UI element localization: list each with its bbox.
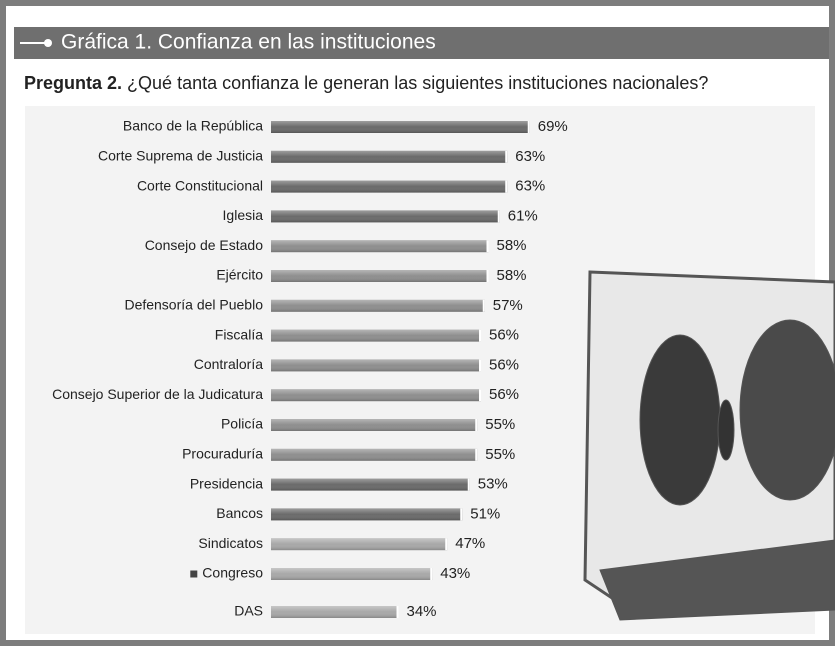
subtitle: Pregunta 2. ¿Qué tanta confianza le gene… — [24, 73, 708, 93]
value-label: 53% — [478, 476, 508, 493]
bar-end — [483, 300, 485, 312]
bar-end — [475, 419, 477, 431]
value-label: 69% — [538, 118, 568, 135]
bar-shine — [271, 389, 481, 401]
bar-end — [487, 240, 489, 252]
bar-shine — [271, 300, 485, 312]
page: Gráfica 1. Confianza en las institucione… — [0, 0, 835, 651]
sketch-shape — [640, 335, 720, 505]
category-label: Defensoría del Pueblo — [124, 297, 263, 313]
category-label: Ejército — [216, 267, 263, 283]
value-label: 61% — [508, 207, 538, 224]
category-label: Consejo de Estado — [145, 237, 264, 253]
bar-end — [397, 606, 399, 618]
value-label: 63% — [515, 178, 545, 195]
value-label: 55% — [485, 416, 515, 433]
value-label: 47% — [455, 535, 485, 552]
subtitle-text: ¿Qué tanta confianza le generan las sigu… — [127, 73, 708, 93]
category-label: Corte Suprema de Justicia — [98, 148, 263, 164]
bar-shine — [271, 210, 500, 222]
bar-end — [445, 538, 447, 550]
bar-shine — [271, 508, 462, 520]
category-label: Iglesia — [223, 207, 264, 223]
value-label: 58% — [497, 237, 527, 254]
sketch-shape — [740, 320, 835, 500]
category-label: DAS — [234, 603, 263, 619]
category-label: Bancos — [216, 505, 263, 521]
chart-title: Gráfica 1. Confianza en las institucione… — [61, 31, 436, 54]
bar-end — [430, 568, 432, 580]
value-label: 34% — [407, 603, 437, 620]
bar-shine — [271, 479, 470, 491]
category-label: Policía — [221, 416, 263, 432]
bar-shine — [271, 240, 489, 252]
question-label: Pregunta 2. — [24, 73, 122, 93]
bar-end — [479, 359, 481, 371]
bar-end — [479, 389, 481, 401]
category-label: Procuraduría — [182, 446, 263, 462]
value-label: 56% — [489, 386, 519, 403]
value-label: 63% — [515, 148, 545, 165]
value-label: 56% — [489, 327, 519, 344]
bar-end — [460, 508, 462, 520]
bar-end — [498, 210, 500, 222]
bar-shine — [271, 419, 477, 431]
bar-shine — [271, 151, 507, 163]
sketch-shape — [718, 400, 734, 460]
category-label: Contraloría — [194, 356, 263, 372]
bar-end — [479, 330, 481, 342]
bar-end — [475, 449, 477, 461]
value-label: 55% — [485, 446, 515, 463]
value-label: 56% — [489, 356, 519, 373]
bar-end — [528, 121, 530, 133]
value-label: 51% — [470, 505, 500, 522]
value-label: 43% — [440, 565, 470, 582]
bar-shine — [271, 449, 477, 461]
category-label: Fiscalía — [215, 326, 263, 342]
bar-shine — [271, 606, 399, 618]
illustration — [585, 272, 835, 620]
bar-shine — [271, 181, 507, 193]
bar-end — [487, 270, 489, 282]
bar-shine — [271, 568, 432, 580]
bar-end — [468, 479, 470, 491]
title-dot — [44, 39, 52, 47]
bar-shine — [271, 270, 489, 282]
value-label: 57% — [493, 297, 523, 314]
bullet-icon — [190, 571, 197, 578]
category-label: Congreso — [202, 565, 263, 581]
bar-shine — [271, 330, 481, 342]
category-label: Presidencia — [190, 475, 263, 491]
category-label: Banco de la República — [123, 118, 263, 134]
bar-end — [505, 151, 507, 163]
bar-shine — [271, 538, 447, 550]
bar-end — [505, 181, 507, 193]
category-label: Consejo Superior de la Judicatura — [52, 386, 263, 402]
value-label: 58% — [497, 267, 527, 284]
category-label: Sindicatos — [198, 535, 263, 551]
bar-shine — [271, 359, 481, 371]
category-label: Corte Constitucional — [137, 177, 263, 193]
bar-shine — [271, 121, 530, 133]
chart: Gráfica 1. Confianza en las institucione… — [0, 0, 835, 646]
